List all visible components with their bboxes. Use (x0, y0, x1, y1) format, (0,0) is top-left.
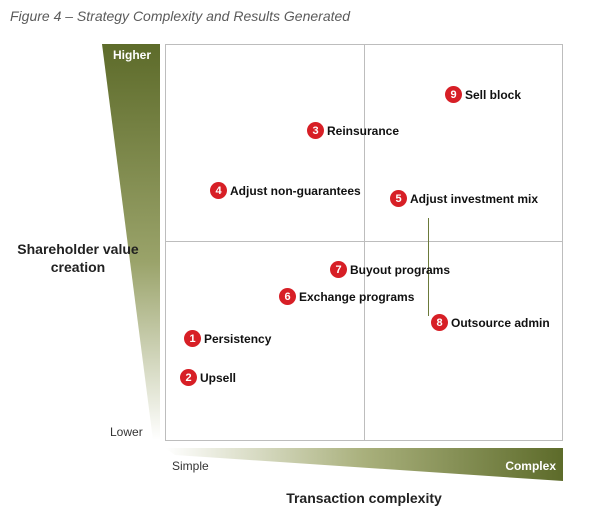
y-axis-low-label: Lower (110, 425, 143, 439)
connector-line (428, 218, 429, 316)
strategy-adjust-investment-mix: 5 Adjust investment mix (390, 190, 538, 207)
strategy-number-badge: 4 (210, 182, 227, 199)
strategy-label: Adjust non-guarantees (230, 183, 361, 198)
strategy-upsell: 2 Upsell (180, 369, 236, 386)
y-axis-title: Shareholder value creation (17, 241, 139, 275)
strategy-sell-block: 9 Sell block (445, 86, 521, 103)
figure-title: Figure 4 – Strategy Complexity and Resul… (10, 8, 351, 24)
strategy-label: Upsell (200, 370, 237, 385)
y-axis-high-label: Higher (112, 48, 151, 62)
strategy-number-badge: 9 (445, 86, 462, 103)
strategy-label: Exchange programs (299, 289, 415, 304)
strategy-label: Reinsurance (327, 123, 400, 138)
strategy-label: Buyout programs (350, 262, 451, 277)
strategy-reinsurance: 3 Reinsurance (307, 122, 399, 139)
x-axis-low-label: Simple (172, 459, 209, 473)
strategy-exchange-programs: 6 Exchange programs (279, 288, 414, 305)
strategy-number-badge: 5 (390, 190, 407, 207)
transaction-complexity-wedge (165, 448, 563, 481)
strategy-buyout-programs: 7 Buyout programs (330, 261, 450, 278)
grid-vertical-divider (364, 45, 365, 440)
strategy-number-badge: 3 (307, 122, 324, 139)
strategy-label: Adjust investment mix (410, 191, 539, 206)
grid-horizontal-divider (166, 241, 562, 242)
strategy-label: Persistency (204, 331, 272, 346)
strategy-label: Sell block (465, 87, 522, 102)
strategy-persistency: 1 Persistency (184, 330, 271, 347)
strategy-number-badge: 8 (431, 314, 448, 331)
strategy-label: Outsource admin (451, 315, 550, 330)
x-axis-title: Transaction complexity (286, 490, 442, 506)
strategy-number-badge: 1 (184, 330, 201, 347)
strategy-number-badge: 2 (180, 369, 197, 386)
quadrant-grid (165, 44, 563, 441)
x-axis-high-label: Complex (505, 459, 556, 473)
strategy-outsource-admin: 8 Outsource admin (431, 314, 550, 331)
strategy-number-badge: 7 (330, 261, 347, 278)
strategy-number-badge: 6 (279, 288, 296, 305)
shareholder-value-wedge (102, 44, 160, 440)
strategy-adjust-non-guarantees: 4 Adjust non-guarantees (210, 182, 361, 199)
